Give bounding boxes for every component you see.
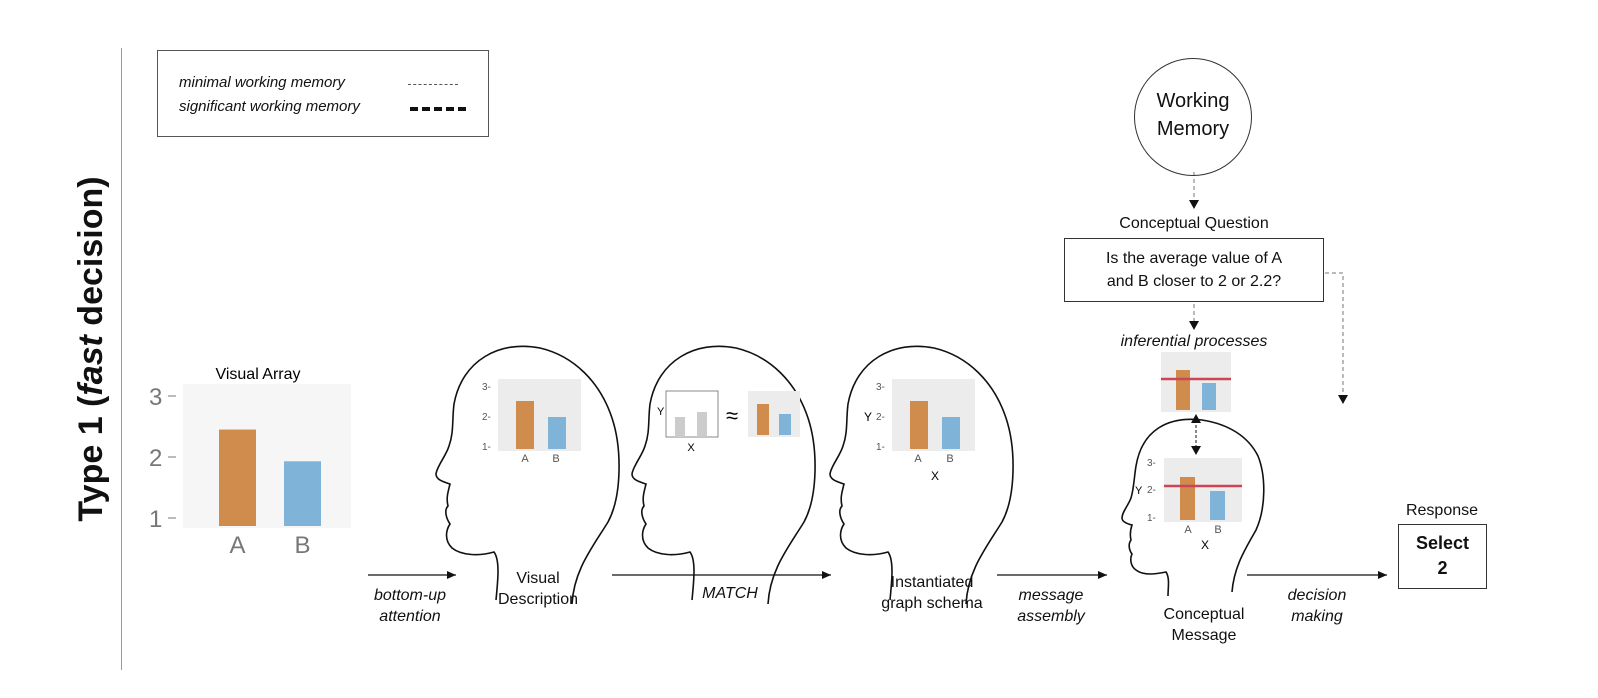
match-template [665, 390, 719, 438]
visual-array-tick-2: 2 [149, 445, 162, 472]
match-data-bg [748, 391, 800, 437]
label-inferential: inferential processes [1120, 333, 1268, 350]
template-axis-x: X [687, 442, 695, 454]
mini-chart-1-bg [498, 379, 581, 451]
mini-chart-3-cat-a: A [914, 453, 922, 465]
head-outline-1 [435, 345, 620, 605]
template-axis-y: Y [657, 406, 665, 418]
mc1-tick-1: 2- [482, 412, 491, 423]
mc4-tick-1: 1- [1147, 513, 1156, 524]
mini-chart-1: 3- 2- 1- [482, 382, 566, 453]
legend-thick-dash [410, 107, 466, 111]
match-bar-b [779, 414, 791, 435]
mini-chart-3-cat-b: B [946, 453, 953, 465]
mini-chart-3-bg [892, 379, 975, 451]
legend-significant-label: significant working memory [179, 98, 360, 115]
head-outline-3 [829, 345, 1014, 605]
mini-chart-1-cat-a: A [521, 453, 529, 465]
mc3-bar-a [910, 401, 928, 449]
label-match: MATCH [702, 585, 758, 602]
mc3-tick-0: 3- [876, 382, 885, 393]
legend-minimal-label: minimal working memory [179, 74, 345, 91]
visual-array-category-A: A [229, 532, 245, 559]
inference-bar-a [1176, 370, 1190, 410]
mini-chart-4-cat-a: A [1184, 524, 1192, 536]
question-link [1325, 272, 1344, 398]
working-memory-circle: Working Memory [1134, 58, 1252, 176]
mini-chart-4-bar-b [1210, 491, 1225, 520]
mini-chart-3: 3- 2- 1- [876, 382, 960, 453]
label-visual-description: Visual Description [497, 570, 579, 608]
head-outline-2 [631, 345, 816, 605]
head-outline-4 [1121, 418, 1265, 597]
label-response: Response [1405, 502, 1479, 519]
label-graph-schema: Instantiated graph schema [881, 574, 983, 612]
mini-chart-1-cat-b: B [552, 453, 559, 465]
mc3-tick-1: 2- [876, 412, 885, 423]
mc4-tick-3: 3- [1147, 458, 1156, 469]
visual-array-category-B: B [294, 532, 310, 559]
legend-thin-dash [408, 84, 458, 85]
label-conceptual-message: Conceptual Message [1163, 606, 1245, 644]
visual-array-bg [183, 384, 351, 528]
mc1-bar-a [516, 401, 534, 449]
visual-array-tick-3: 3 [149, 384, 162, 411]
match-bar-a [757, 404, 769, 435]
legend: minimal working memory significant worki… [157, 50, 489, 137]
mc1-bar-b [548, 417, 566, 449]
visual-array-bar-B [284, 461, 321, 526]
mini-chart-4-cat-b: B [1214, 524, 1221, 536]
mini-chart-3-axis-x: X [931, 469, 939, 483]
mini-chart-4-bg [1164, 458, 1242, 522]
label-message-assembly: message assembly [1017, 587, 1085, 625]
template-bar-b [697, 412, 707, 437]
divider [121, 48, 122, 670]
visual-array-bar-A [219, 429, 256, 526]
response-box: Select 2 [1398, 524, 1487, 589]
mc4-tick-2: 2- [1147, 485, 1156, 496]
approx-symbol: ≈ [726, 403, 738, 428]
visual-array-title: Visual Array [215, 366, 300, 383]
mini-chart-3-axis-y: Y [864, 410, 872, 424]
mini-chart-4-axis-x: X [1201, 538, 1209, 552]
mc1-tick-2: 1- [482, 442, 491, 453]
visual-array-tick-1: 1 [149, 506, 162, 533]
inference-bar-b [1202, 383, 1216, 410]
label-bottom-up: bottom-up attention [373, 587, 447, 625]
template-bar-a [675, 417, 685, 437]
label-decision-making: decision making [1287, 587, 1347, 625]
mc1-tick-0: 3- [482, 382, 491, 393]
mc3-bar-b [942, 417, 960, 449]
visual-array-bars [219, 429, 321, 526]
mini-chart-4-axis-y: Y [1135, 485, 1143, 497]
inference-panel-bg [1161, 352, 1231, 412]
mc3-tick-2: 1- [876, 442, 885, 453]
mini-chart-4-bar-a [1180, 477, 1195, 520]
label-conceptual-question: Conceptual Question [1119, 215, 1269, 232]
visual-array-ticks: 3 2 1 [149, 384, 176, 533]
